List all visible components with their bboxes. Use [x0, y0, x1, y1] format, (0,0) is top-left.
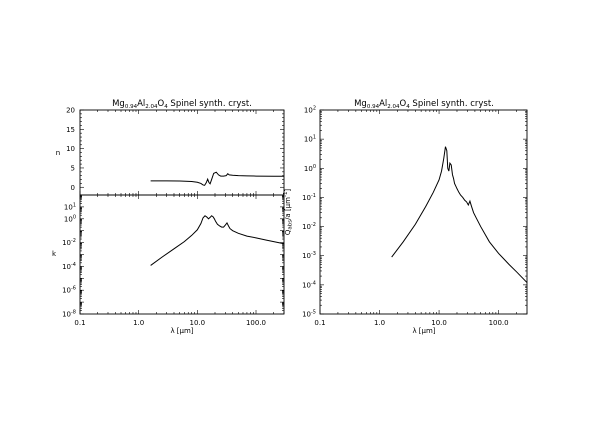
left-x-axis-label: λ [μm] — [170, 327, 193, 335]
y-tick-label: 101 — [304, 135, 316, 144]
k-panel-curve — [150, 215, 285, 266]
x-tick-label: 1.0 — [374, 319, 385, 327]
x-tick-label: 100.0 — [489, 319, 509, 327]
k-panel: 0.1 1.0 10.0 100.0 10-8 10-6 10-4 10-2 100 101 — [62, 194, 285, 327]
y-tick-label: 101 — [64, 202, 76, 211]
y-tick-label: 0 — [71, 184, 75, 192]
x-tick-label: 10.0 — [190, 319, 206, 327]
y-tick-label: 10-3 — [302, 251, 316, 260]
y-tick-label: 100 — [304, 164, 316, 173]
q-axis-label: Qabs/a [μm-1] — [283, 189, 294, 236]
n-panel-frame — [79, 109, 285, 196]
q-panel-frame — [319, 109, 528, 315]
x-tick-label: 0.1 — [74, 319, 85, 327]
k-panel-frame — [79, 194, 285, 315]
q-panel-curve — [391, 146, 528, 283]
x-tick-label: 1.0 — [133, 319, 144, 327]
left-title: Mg0.94Al2.04O4 Spinel synth. cryst. — [112, 99, 252, 110]
k-axis-label: k — [52, 250, 57, 258]
y-tick-label: 10 — [66, 145, 75, 153]
y-tick-label: 10-5 — [302, 310, 316, 319]
y-tick-label: 102 — [304, 106, 316, 115]
y-tick-label: 10-6 — [62, 286, 76, 295]
n-axis-label: n — [56, 149, 60, 157]
y-tick-label: 10-8 — [62, 310, 76, 319]
x-tick-label: 100.0 — [246, 319, 266, 327]
y-tick-label: 20 — [66, 107, 75, 115]
y-tick-label: 100 — [64, 214, 76, 223]
x-tick-label: 0.1 — [314, 319, 325, 327]
q-panel: 0.1 1.0 10.0 100.0 10-5 10-4 10-3 10-2 10-1 100 10… — [302, 106, 528, 327]
n-panel-curve — [150, 171, 284, 186]
n-panel: 0 5 10 15 20 — [66, 107, 285, 195]
y-tick-label: 10-4 — [302, 280, 316, 289]
y-tick-label: 5 — [71, 164, 75, 172]
y-tick-label: 10-2 — [302, 222, 316, 231]
y-tick-label: 15 — [66, 126, 75, 134]
y-tick-label: 10-4 — [62, 262, 76, 271]
right-x-axis-label: λ [μm] — [412, 327, 435, 335]
y-tick-label: 10-1 — [302, 193, 316, 202]
x-tick-label: 10.0 — [431, 319, 447, 327]
right-title: Mg0.94Al2.04O4 Spinel synth. cryst. — [354, 99, 494, 110]
y-tick-label: 10-2 — [62, 238, 76, 247]
